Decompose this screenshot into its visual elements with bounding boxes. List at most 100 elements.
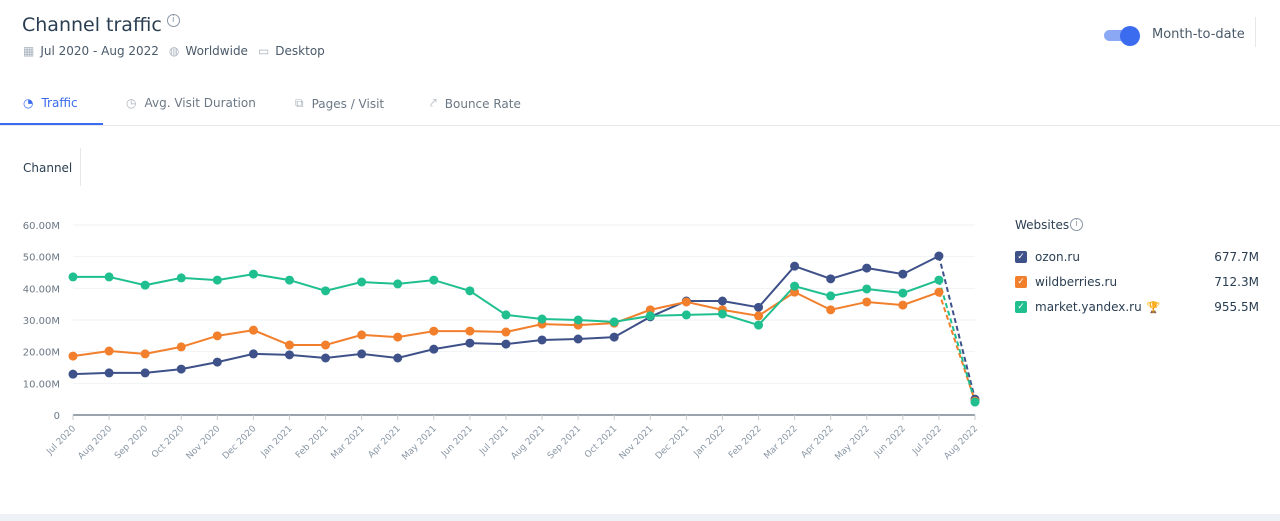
data-point bbox=[898, 269, 908, 279]
x-tick-label: Dec 2020 bbox=[221, 424, 259, 462]
data-point bbox=[826, 291, 836, 301]
x-tick-label: Jul 2020 bbox=[44, 424, 78, 458]
tab-label: Pages / Visit bbox=[311, 96, 385, 111]
date-range: Jul 2020 - Aug 2022 bbox=[40, 44, 159, 58]
data-point bbox=[248, 269, 258, 279]
legend-name: ozon.ru bbox=[1035, 249, 1080, 264]
y-tick-label: 60.00M bbox=[23, 221, 60, 232]
data-point bbox=[104, 346, 114, 356]
data-point bbox=[357, 330, 367, 340]
data-point bbox=[176, 364, 186, 374]
data-point bbox=[970, 397, 980, 407]
data-point bbox=[393, 332, 403, 342]
x-tick-label: Aug 2021 bbox=[509, 424, 547, 462]
data-point bbox=[681, 310, 691, 320]
data-point bbox=[429, 326, 439, 336]
data-point bbox=[429, 275, 439, 285]
x-tick-label: Feb 2021 bbox=[294, 424, 331, 461]
data-point bbox=[609, 332, 619, 342]
clock-icon: ◷ bbox=[126, 96, 137, 110]
metric-tabs: ◔ Traffic ◷ Avg. Visit Duration ⧉ Pages / V… bbox=[0, 88, 1280, 126]
data-point bbox=[212, 357, 222, 367]
data-point bbox=[537, 335, 547, 345]
x-tick-label: Nov 2021 bbox=[618, 424, 656, 462]
x-tick-label: Apr 2022 bbox=[799, 424, 835, 460]
data-point bbox=[321, 353, 331, 363]
month-to-date-label: Month-to-date bbox=[1152, 27, 1245, 42]
x-tick-label: Oct 2020 bbox=[150, 424, 186, 460]
data-point bbox=[754, 311, 764, 321]
data-point bbox=[68, 369, 78, 379]
legend-value: 677.7M bbox=[1214, 249, 1259, 264]
x-tick-label: Oct 2021 bbox=[583, 424, 619, 460]
series-line-partial bbox=[937, 279, 976, 403]
tab-bounce-rate[interactable]: ⤤ Bounce Rate bbox=[430, 96, 521, 111]
data-point bbox=[393, 353, 403, 363]
data-point bbox=[321, 286, 331, 296]
x-tick-label: Dec 2021 bbox=[654, 424, 692, 462]
pages-icon: ⧉ bbox=[295, 96, 304, 110]
x-tick-label: Mar 2021 bbox=[329, 424, 366, 461]
data-point bbox=[284, 275, 294, 285]
y-tick-label: 10.00M bbox=[23, 379, 60, 390]
info-icon[interactable]: i bbox=[1070, 218, 1084, 231]
y-tick-label: 20.00M bbox=[23, 348, 60, 359]
data-point bbox=[176, 342, 186, 352]
data-point bbox=[717, 309, 727, 319]
y-tick-label: 30.00M bbox=[23, 316, 60, 327]
x-tick-label: Aug 2022 bbox=[942, 424, 980, 462]
x-tick-label: Aug 2020 bbox=[76, 424, 114, 462]
data-point bbox=[717, 296, 727, 306]
checkbox-icon[interactable]: ✓ bbox=[1015, 250, 1027, 263]
legend-name: wildberries.ru bbox=[1035, 274, 1118, 289]
info-icon[interactable]: i bbox=[166, 14, 180, 27]
data-point bbox=[790, 281, 800, 291]
y-tick-label: 0 bbox=[54, 411, 60, 422]
tab-avg-visit-duration[interactable]: ◷ Avg. Visit Duration bbox=[126, 96, 256, 110]
legend-item-wildberries[interactable]: ✓ wildberries.ru 712.3M bbox=[1015, 269, 1259, 294]
tab-pages-visit[interactable]: ⧉ Pages / Visit bbox=[295, 96, 384, 111]
x-tick-label: May 2021 bbox=[400, 424, 438, 462]
globe-icon: ◍ bbox=[168, 44, 180, 58]
x-tick-label: Jul 2021 bbox=[477, 424, 511, 458]
data-point bbox=[754, 320, 764, 330]
data-point bbox=[826, 305, 836, 315]
data-point bbox=[284, 340, 294, 350]
x-tick-label: May 2022 bbox=[833, 424, 871, 462]
data-point bbox=[934, 275, 944, 285]
data-point bbox=[140, 368, 150, 378]
data-point bbox=[754, 302, 764, 312]
page-title: Channel traffic i bbox=[22, 14, 180, 36]
checkbox-icon[interactable]: ✓ bbox=[1015, 300, 1027, 313]
x-tick-label: Feb 2022 bbox=[727, 424, 764, 461]
data-point bbox=[104, 368, 114, 378]
legend-item-ozon[interactable]: ✓ ozon.ru 677.7M bbox=[1015, 244, 1259, 269]
data-point bbox=[898, 288, 908, 298]
meta-row: ▦ Jul 2020 - Aug 2022 ◍ Worldwide ▭ Desktop bbox=[23, 44, 325, 58]
x-tick-label: Sep 2021 bbox=[546, 424, 583, 461]
legend: Websites i ✓ ozon.ru 677.7M ✓ wildberries.ru… bbox=[1015, 218, 1259, 319]
data-point bbox=[573, 334, 583, 344]
pie-icon: ◔ bbox=[23, 96, 34, 110]
data-point bbox=[501, 339, 511, 349]
data-point bbox=[898, 300, 908, 310]
channel-label: Channel bbox=[23, 161, 73, 175]
data-point bbox=[501, 310, 511, 320]
calendar-icon: ▦ bbox=[23, 44, 35, 58]
data-point bbox=[104, 272, 114, 282]
data-point bbox=[501, 327, 511, 337]
data-point bbox=[140, 280, 150, 290]
tab-label: Avg. Visit Duration bbox=[144, 96, 256, 110]
data-point bbox=[537, 314, 547, 324]
data-point bbox=[862, 284, 872, 294]
checkbox-icon[interactable]: ✓ bbox=[1015, 275, 1027, 288]
month-to-date-toggle[interactable] bbox=[1104, 26, 1140, 46]
tab-traffic[interactable]: ◔ Traffic bbox=[23, 96, 78, 110]
data-point bbox=[212, 331, 222, 341]
data-point bbox=[357, 349, 367, 359]
tab-label: Traffic bbox=[41, 96, 78, 110]
traffic-line-chart: 0 10.00M 20.00M 30.00M 40.00M 50.00M 60.00M Jul… bbox=[23, 221, 980, 462]
legend-item-market-yandex[interactable]: ✓ market.yandex.ru 🏆 955.5M bbox=[1015, 294, 1259, 319]
x-tick-label: Apr 2021 bbox=[367, 424, 403, 460]
divider bbox=[80, 148, 81, 186]
